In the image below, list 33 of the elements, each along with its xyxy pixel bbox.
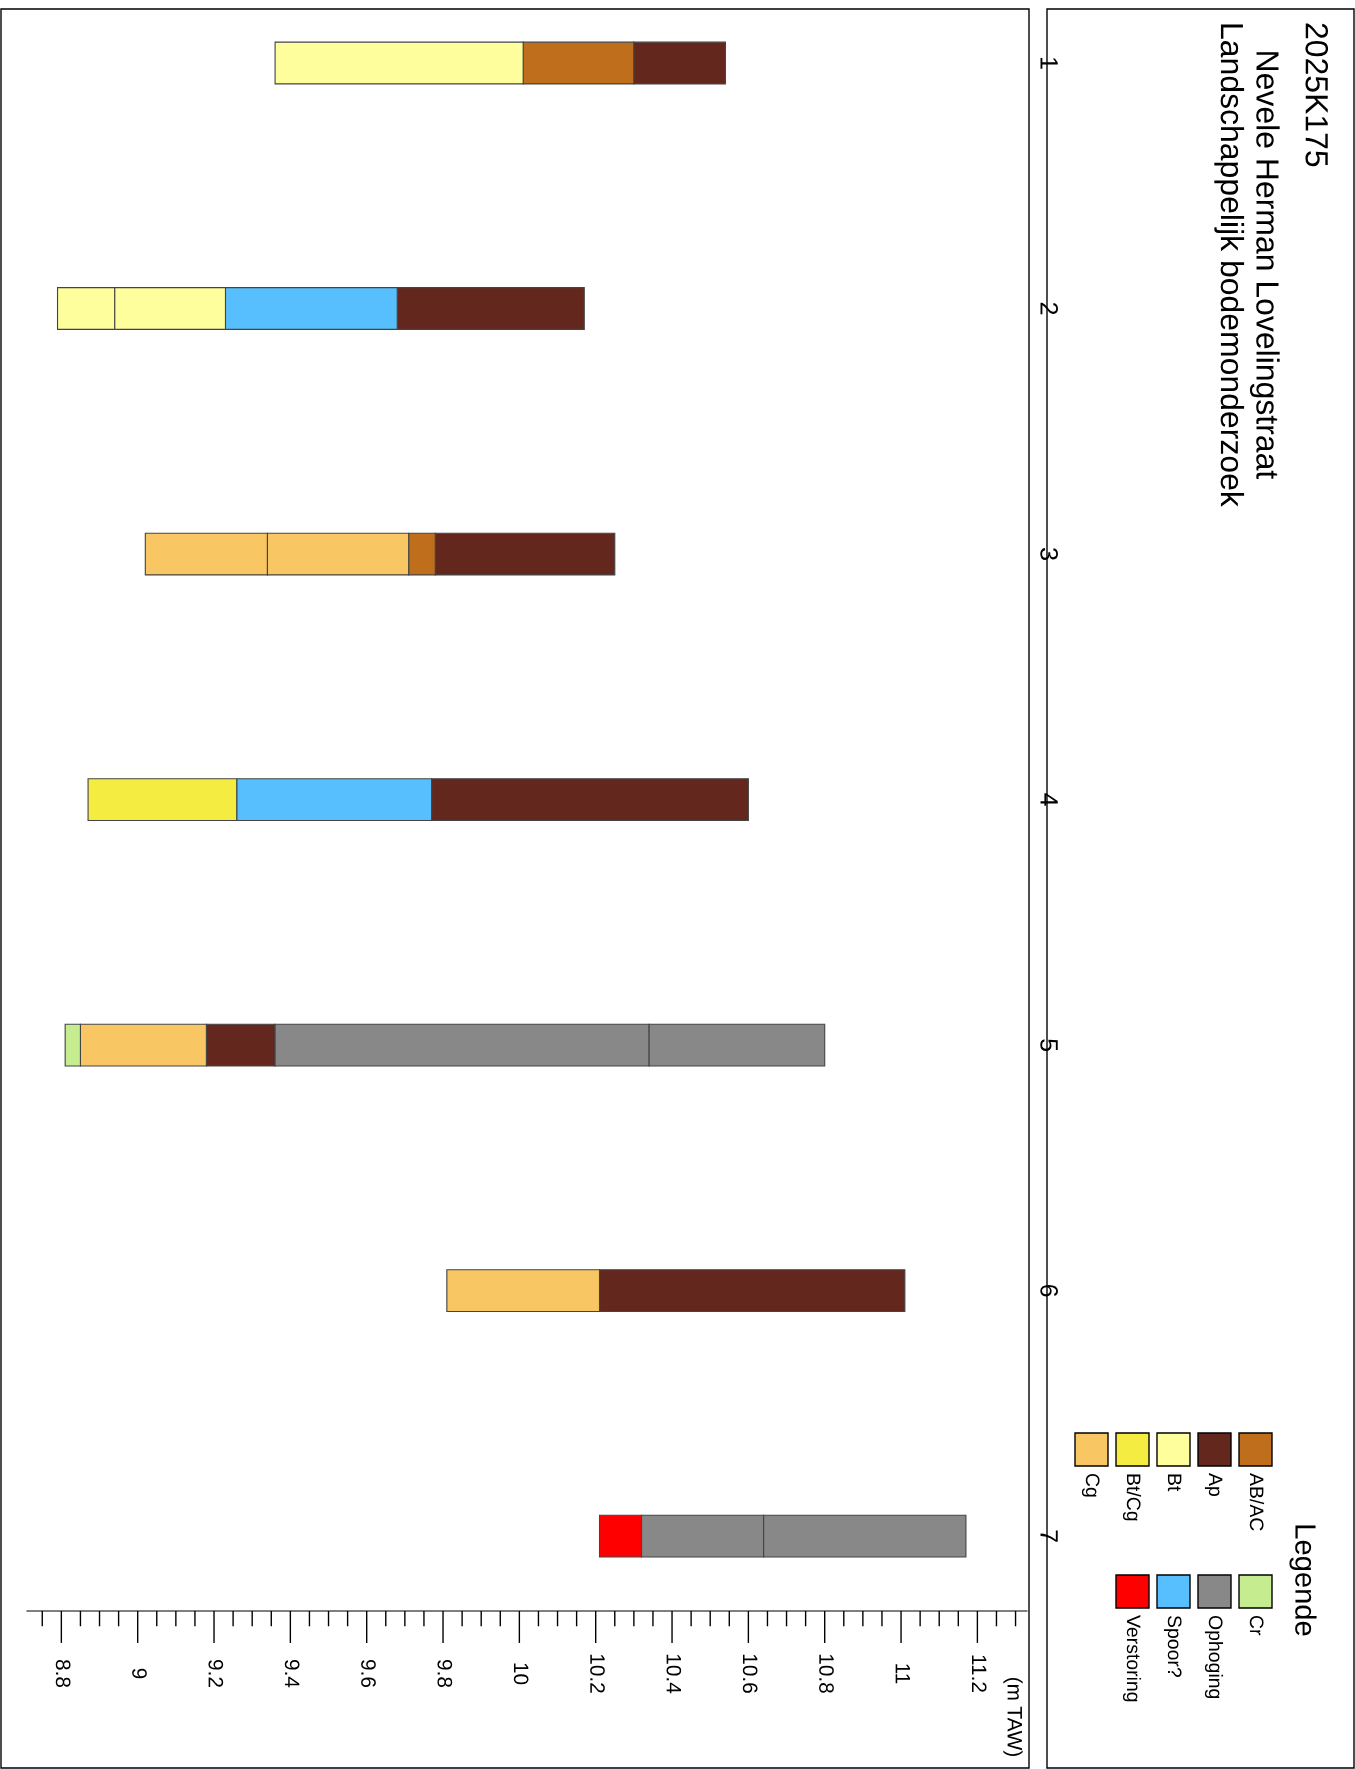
- x-tick-label: 10.2: [590, 1654, 605, 1693]
- x-tick-label: 9.4: [284, 1660, 300, 1688]
- legend-label: Ap: [1204, 1473, 1223, 1496]
- legend-title: Legende: [1289, 1525, 1317, 1636]
- y-tick-label: 2: [1040, 302, 1058, 315]
- legend-label: Cg: [1081, 1473, 1100, 1497]
- legend-label: AB/AC: [1249, 1473, 1265, 1531]
- y-tick-label: 5: [1040, 1039, 1058, 1051]
- x-tick-label: 9: [132, 1668, 147, 1679]
- x-tick-label: 11.2: [971, 1655, 987, 1692]
- y-tick-label: 6: [1040, 1284, 1058, 1297]
- text: 2025K175: [1305, 23, 1329, 167]
- x-tick-label: 10: [513, 1663, 529, 1685]
- x-tick-label: 10.8: [819, 1654, 834, 1693]
- x-tick-label: 9.6: [361, 1660, 376, 1688]
- legend-label: Verstoring: [1122, 1615, 1142, 1702]
- x-tick-label: 9.2: [208, 1660, 224, 1687]
- y-tick-label: 4: [1040, 793, 1058, 806]
- text: Nevele Herman Lovelingstraat Landschappelijk bodemonderzoek: [1214, 24, 1280, 507]
- y-tick-label: 7: [1040, 1530, 1058, 1542]
- x-tick-label: 9.8: [437, 1660, 453, 1688]
- y-tick-label: 3: [1040, 548, 1058, 560]
- legend-label: Bt/Cg: [1122, 1474, 1142, 1521]
- x-tick-label: 11: [895, 1664, 910, 1684]
- legend-label: Bt: [1167, 1474, 1182, 1492]
- annotation: (m TAW): [1003, 1677, 1023, 1757]
- y-tick-label: 1: [1040, 57, 1058, 69]
- legend-label: Cr: [1249, 1615, 1264, 1636]
- legend-label: Ophoging: [1204, 1615, 1224, 1699]
- legend-label: Spoor?: [1163, 1615, 1182, 1677]
- x-tick-label: 8.8: [55, 1659, 71, 1688]
- x-tick-label: 10.4: [666, 1654, 682, 1694]
- x-tick-label: 10.6: [742, 1654, 758, 1693]
